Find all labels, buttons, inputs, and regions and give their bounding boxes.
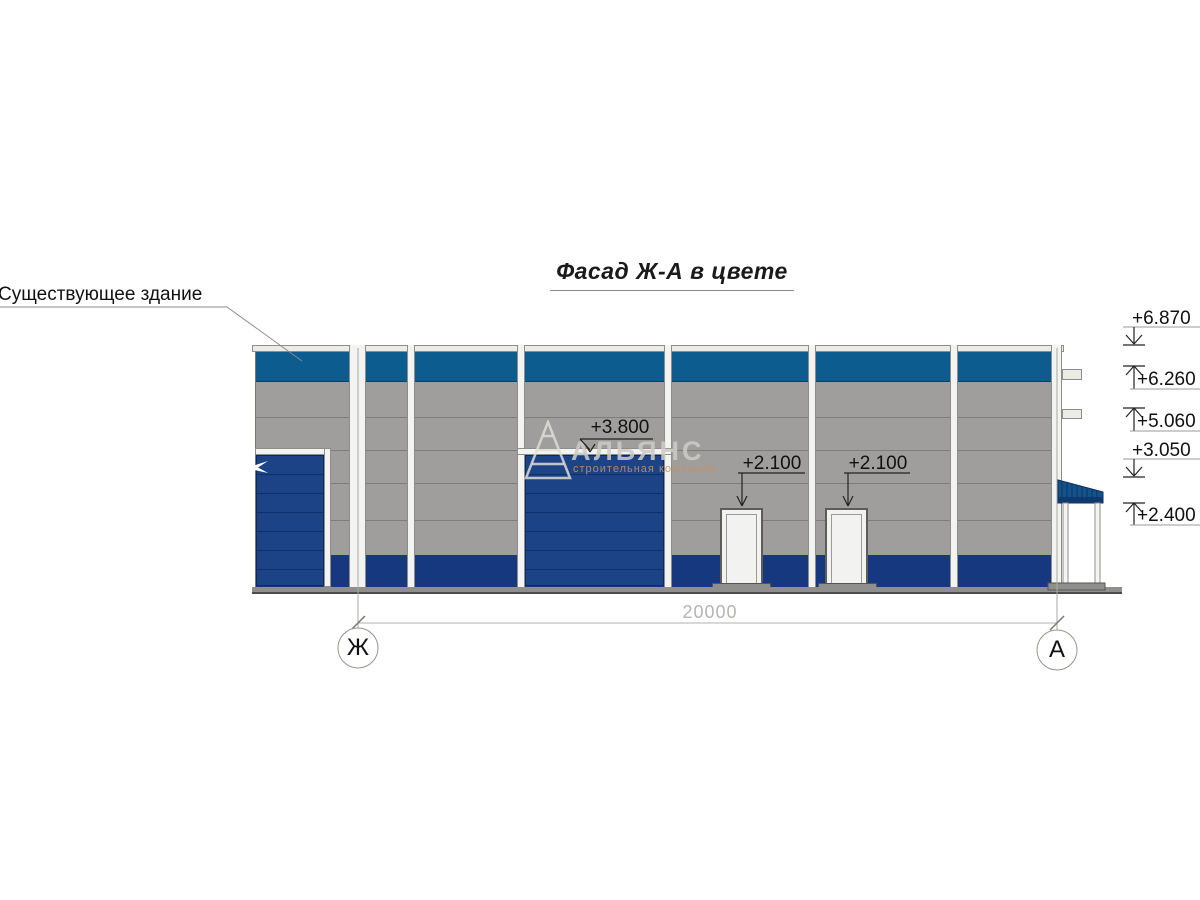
ground-line: [252, 587, 1122, 594]
callout-leader: [0, 306, 303, 362]
level-value-6260: +6.260: [1137, 369, 1196, 390]
canopy: [1047, 479, 1106, 591]
panel-joint: [255, 417, 1062, 418]
garage-door-frame: [517, 448, 672, 455]
parapet-coping: [252, 345, 1064, 352]
pilaster: [950, 345, 958, 587]
pilaster: [664, 345, 672, 587]
level-value-6870: +6.870: [1132, 308, 1191, 329]
axis-label-a: А: [1048, 636, 1065, 663]
level-symbol-6260: [1123, 365, 1200, 390]
beam-tab-lower: [1062, 409, 1082, 419]
level-symbol-2400: [1123, 502, 1200, 526]
level-symbol-5060: [1123, 407, 1200, 432]
dim-tick: [1049, 615, 1065, 631]
door2-height-mark: +2.100: [848, 453, 908, 474]
canopy-ribs: [1061, 481, 1098, 501]
level-value-2400: +2.400: [1137, 505, 1196, 526]
axis-bubble-a: [1036, 629, 1078, 671]
level-symbol-3050: [1123, 458, 1200, 478]
axis-label-zh: Ж: [346, 634, 370, 661]
garage-mark-leader: [579, 438, 653, 453]
white-arrow-marker: [246, 461, 268, 473]
dim-tick: [350, 615, 366, 631]
watermark-subtitle: строительная компания: [573, 463, 716, 475]
door2-mark-leader: [842, 472, 910, 507]
level-value-5060: +5.060: [1137, 411, 1196, 432]
garage-door-left: [256, 455, 324, 586]
dimension-value: 20000: [682, 602, 738, 622]
door1-mark-leader: [736, 472, 805, 507]
garage-height-mark: +3.800: [590, 417, 650, 438]
beam-tab-upper: [1062, 369, 1082, 380]
watermark-name: АЛЬЯНС: [571, 436, 705, 466]
level-symbol-6870: [1123, 326, 1200, 346]
door-leaf: [726, 514, 757, 584]
pilaster: [808, 345, 816, 587]
watermark-pyramid-logo: [524, 420, 572, 480]
garage-door-frame: [324, 448, 331, 587]
canopy-base: [1047, 582, 1106, 591]
top-blue-band: [255, 352, 1062, 382]
pilaster: [517, 345, 525, 587]
door-leaf: [831, 514, 862, 584]
existing-building-label: Существующее здание: [0, 284, 203, 305]
level-value-3050: +3.050: [1132, 440, 1191, 461]
axis-bubble-zh: [337, 627, 379, 669]
drawing-title: Фасад Ж-А в цвете: [550, 258, 794, 291]
door1-height-mark: +2.100: [742, 453, 802, 474]
pilaster: [407, 345, 415, 587]
